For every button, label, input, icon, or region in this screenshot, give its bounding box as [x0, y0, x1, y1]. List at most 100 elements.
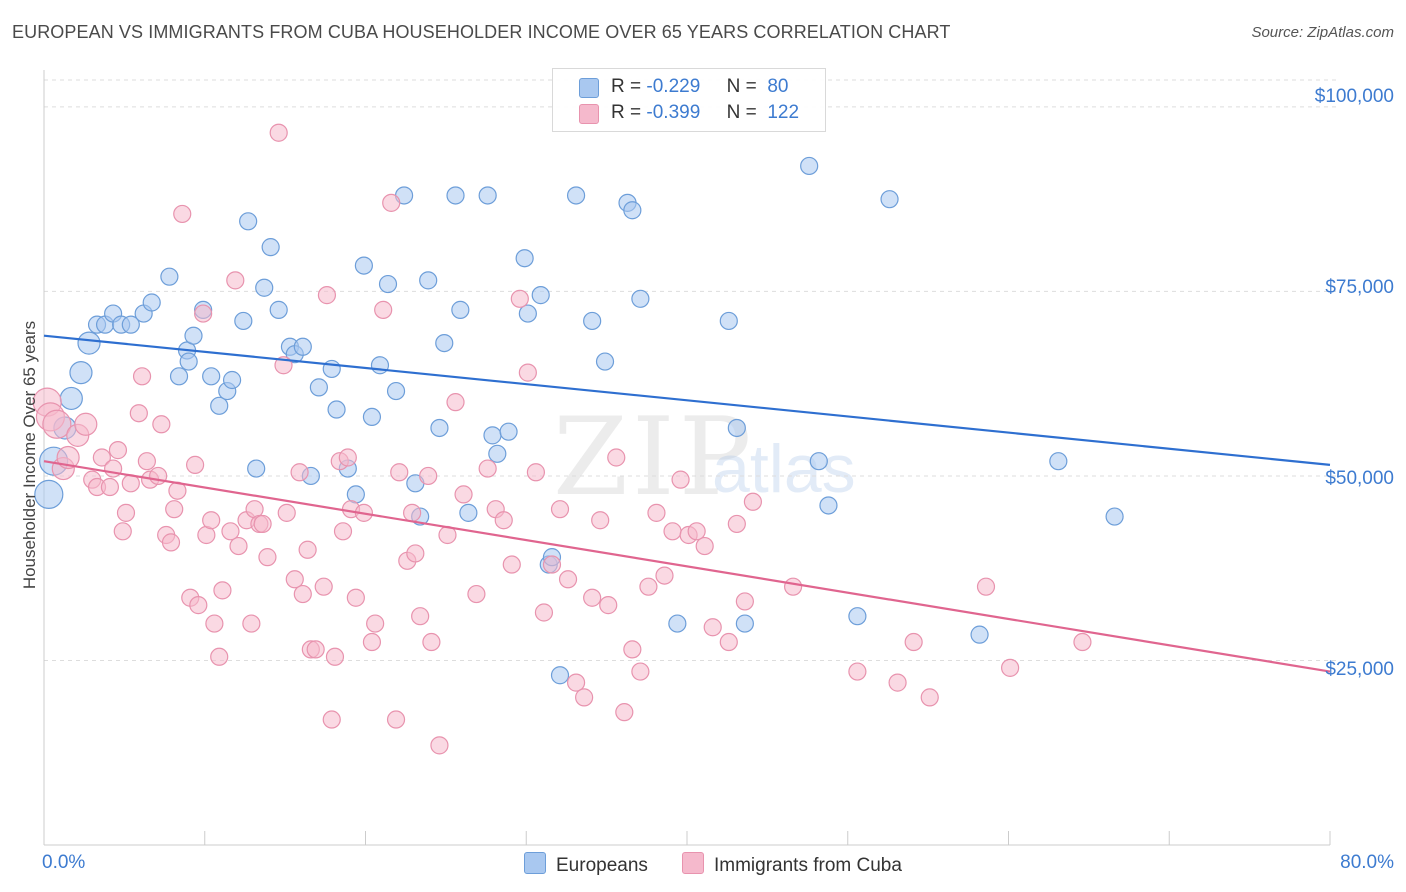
- point-cuba: [687, 522, 706, 541]
- point-europeans: [202, 367, 221, 386]
- point-cuba: [719, 632, 738, 652]
- point-europeans: [34, 479, 64, 510]
- point-europeans: [184, 326, 203, 345]
- point-europeans: [269, 300, 288, 319]
- point-cuba: [703, 618, 722, 637]
- legend-n-value: 80: [767, 76, 789, 97]
- bottom-legend-europeans: Europeans: [524, 852, 648, 877]
- point-europeans: [631, 289, 650, 308]
- point-cuba: [314, 577, 333, 596]
- point-europeans: [566, 186, 586, 205]
- point-cuba: [566, 673, 586, 692]
- point-cuba: [293, 584, 312, 604]
- point-cuba: [189, 596, 208, 615]
- point-cuba: [205, 614, 224, 633]
- point-cuba: [132, 367, 152, 386]
- point-cuba: [599, 596, 618, 615]
- point-cuba: [226, 271, 245, 290]
- point-cuba: [152, 415, 171, 434]
- point-cuba: [306, 640, 325, 659]
- point-cuba: [623, 640, 642, 659]
- point-cuba: [1001, 658, 1020, 677]
- point-cuba: [591, 511, 610, 530]
- point-europeans: [378, 274, 398, 294]
- point-europeans: [1105, 507, 1124, 526]
- y-tick-label: $50,000: [1325, 468, 1394, 489]
- point-cuba: [655, 566, 674, 585]
- point-cuba: [362, 632, 382, 652]
- point-cuba: [100, 477, 120, 497]
- point-europeans: [293, 337, 312, 356]
- point-cuba: [727, 514, 746, 534]
- point-cuba: [173, 204, 192, 224]
- bottom-legend-label-cuba: Immigrants from Cuba: [714, 855, 902, 876]
- point-cuba: [322, 710, 341, 729]
- point-cuba: [1073, 632, 1092, 652]
- y-tick-label: $75,000: [1325, 277, 1394, 298]
- point-cuba: [422, 632, 441, 652]
- point-cuba: [534, 603, 554, 622]
- point-cuba: [186, 455, 205, 474]
- point-cuba: [366, 614, 385, 633]
- point-cuba: [116, 503, 136, 522]
- point-europeans: [800, 156, 819, 176]
- point-europeans: [222, 370, 242, 390]
- point-cuba: [743, 492, 763, 511]
- point-cuba: [346, 588, 365, 607]
- point-cuba: [277, 503, 296, 522]
- point-cuba: [494, 511, 513, 530]
- point-europeans: [483, 426, 502, 445]
- point-cuba: [194, 304, 213, 323]
- point-europeans: [583, 311, 602, 331]
- point-cuba: [518, 363, 537, 382]
- x-tick-label-min: 0.0%: [42, 852, 86, 873]
- chart-title: EUROPEAN VS IMMIGRANTS FROM CUBA HOUSEHO…: [12, 22, 951, 42]
- point-cuba: [783, 577, 803, 596]
- point-cuba: [920, 688, 939, 707]
- point-europeans: [210, 396, 229, 415]
- y-axis-title: Householder Income Over 65 years: [20, 320, 39, 590]
- point-cuba: [374, 300, 393, 319]
- point-europeans: [247, 459, 266, 478]
- point-europeans: [179, 352, 198, 371]
- point-cuba: [213, 581, 232, 600]
- point-cuba: [615, 703, 634, 722]
- y-tick-label: $100,000: [1314, 86, 1394, 107]
- point-europeans: [550, 666, 570, 685]
- point-cuba: [129, 404, 148, 423]
- point-cuba: [695, 536, 714, 556]
- point-cuba: [406, 544, 425, 563]
- trendline-cuba: [43, 460, 1331, 673]
- point-cuba: [258, 548, 277, 567]
- point-europeans: [239, 212, 258, 231]
- point-europeans: [668, 614, 687, 633]
- legend-r-value: -0.399: [646, 102, 701, 123]
- legend-r-label: R =: [611, 102, 642, 123]
- point-europeans: [327, 400, 346, 419]
- point-europeans: [459, 503, 478, 522]
- point-cuba: [229, 536, 248, 556]
- point-europeans: [478, 186, 497, 205]
- point-europeans: [623, 201, 642, 220]
- point-europeans: [809, 452, 828, 471]
- point-cuba: [478, 459, 497, 478]
- chart-source: Source: ZipAtlas.com: [1251, 24, 1394, 41]
- point-europeans: [419, 271, 438, 290]
- point-europeans: [77, 331, 101, 355]
- watermark-atlas: atlas: [712, 431, 856, 507]
- point-cuba: [639, 577, 658, 596]
- point-europeans: [451, 300, 470, 319]
- point-europeans: [430, 418, 449, 438]
- point-cuba: [671, 470, 690, 489]
- point-europeans: [354, 256, 373, 275]
- point-cuba: [92, 448, 111, 467]
- point-cuba: [390, 463, 409, 482]
- legend-r-label: R =: [611, 76, 642, 97]
- point-cuba: [285, 570, 304, 589]
- point-europeans: [261, 238, 280, 257]
- point-europeans: [595, 352, 615, 371]
- point-cuba: [550, 500, 570, 519]
- point-europeans: [309, 378, 328, 397]
- point-europeans: [970, 625, 989, 644]
